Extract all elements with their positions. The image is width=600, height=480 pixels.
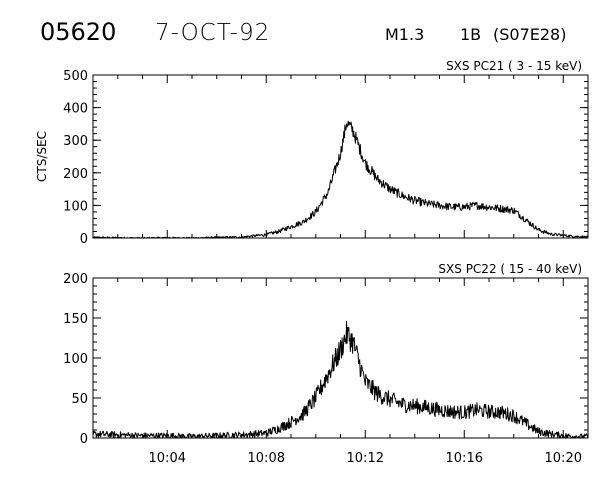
event-date: 7-OCT-92 — [155, 20, 270, 46]
y-tick-label: 500 — [63, 69, 88, 84]
event-number: 05620 — [40, 18, 116, 46]
y-tick-label: 150 — [63, 312, 88, 327]
y-axis-label: CTS/SEC — [35, 131, 49, 182]
panel-pc21: SXS PC21 ( 3 - 15 keV) CTS/SEC 0 100 200 300 4… — [35, 59, 589, 247]
x-tick-label: 10:04 — [149, 451, 186, 466]
x-tick-label: 10:08 — [248, 451, 285, 466]
y-tick-label: 400 — [63, 102, 88, 117]
y-tick-label: 100 — [63, 199, 88, 214]
optical-class: 1B — [460, 25, 481, 44]
series-line — [92, 120, 589, 239]
panel-pc22: SXS PC22 ( 15 - 40 keV) 0 50 100 150 200 10:04… — [63, 262, 589, 466]
y-tick-label: 0 — [80, 232, 88, 247]
y-tick-label: 200 — [63, 272, 88, 287]
flare-location: (S07E28) — [493, 25, 566, 44]
y-tick-label: 100 — [63, 352, 88, 367]
x-tick-label: 10:12 — [347, 451, 384, 466]
y-tick-label: 300 — [63, 134, 88, 149]
x-tick-label: 10:20 — [545, 451, 582, 466]
panel-title: SXS PC22 ( 15 - 40 keV) — [438, 262, 582, 276]
panel-title: SXS PC21 ( 3 - 15 keV) — [446, 59, 582, 73]
y-tick-label: 200 — [63, 167, 88, 182]
y-tick-label: 50 — [71, 392, 88, 407]
y-tick-label: 0 — [80, 432, 88, 447]
flare-class: M1.3 — [385, 25, 424, 44]
x-tick-label: 10:16 — [446, 451, 483, 466]
series-line — [92, 320, 589, 439]
